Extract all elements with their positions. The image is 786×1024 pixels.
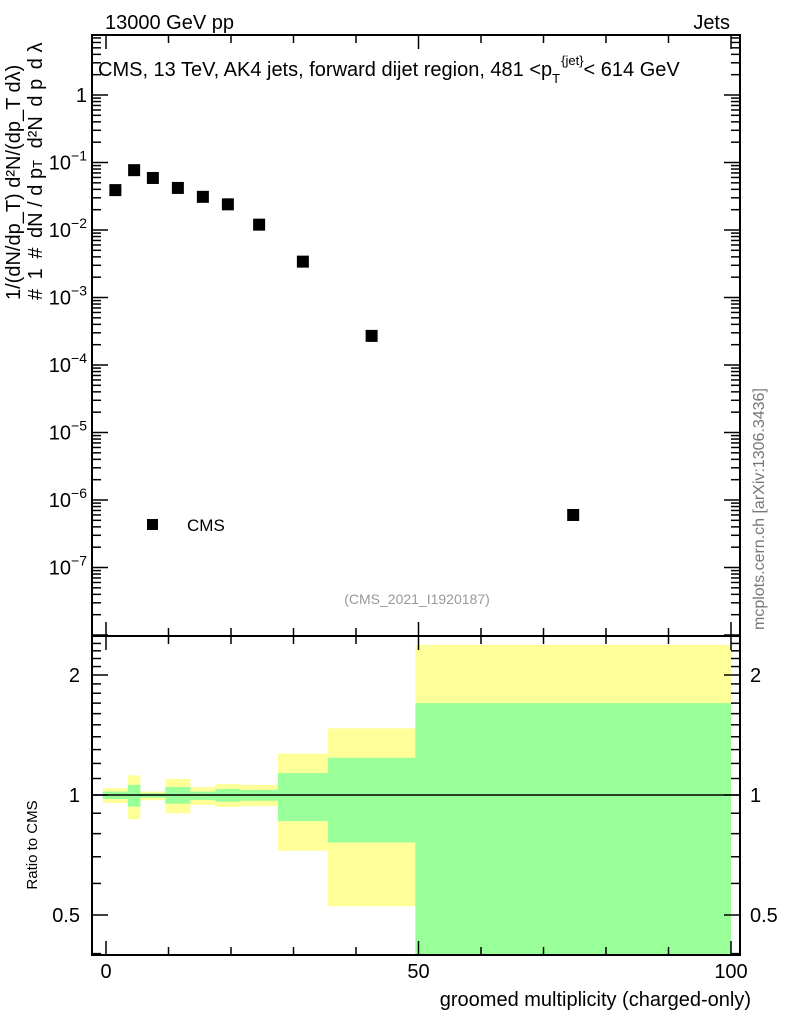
data-point-cms (221, 198, 234, 211)
band-inner-bin (415, 703, 731, 955)
data-point-cms (365, 329, 378, 342)
y-tick-label: 0.5 (52, 905, 80, 927)
analysis-id: (CMS_2021_I1920187) (344, 591, 490, 607)
legend: CMS (147, 516, 225, 535)
main-panel: 1 10−1 10−2 10−3 10−4 10−5 10−6 10−7 (49, 34, 741, 637)
x-tick-label: 50 (407, 961, 429, 983)
title-tail: < 614 GeV (584, 59, 681, 81)
ratio-panel: 2 2 1 1 0.5 0.5 0 50 100 (52, 635, 778, 983)
title-main: CMS, 13 TeV, AK4 jets, forward dijet reg… (98, 59, 552, 81)
y-tick-label: 10−1 (49, 148, 87, 175)
data-point-cms (196, 190, 209, 203)
title-sup: {jet} (561, 53, 584, 68)
y-tick-label: 10−3 (49, 283, 87, 310)
y-tick-label: 1 (69, 785, 80, 807)
legend-label-cms: CMS (187, 516, 225, 535)
y-tick-label: 1 (76, 85, 87, 107)
main-y-axis-label: 1/(dN/dp_T) d²N/(dp_T dλ) # 1 # dN / d p… (3, 43, 47, 300)
plot-title: CMS, 13 TeV, AK4 jets, forward dijet reg… (98, 53, 680, 86)
y-tick-label-right: 1 (750, 785, 761, 807)
band-inner-bin (127, 784, 141, 807)
y-tick-label: 10−6 (49, 485, 87, 512)
data-point-cms (128, 164, 141, 177)
data-point-cms (146, 171, 159, 184)
side-watermark: mcplots.cern.ch [arXiv:1306.3436] (751, 388, 768, 630)
main-frame (91, 34, 741, 637)
data-point-cms (296, 255, 309, 268)
data-point-cms (253, 218, 266, 231)
y-tick-label: 2 (69, 665, 80, 687)
y-axis-label-parts: # 1 # dN / d pT d²N d p d λ (25, 43, 47, 300)
y-tick-label-right: 2 (750, 665, 761, 687)
title-sub: T (552, 71, 560, 86)
x-tick-label: 100 (714, 961, 747, 983)
band-inner-bin (277, 773, 328, 822)
y-axis-label-full: 1/(dN/dp_T) d²N/(dp_T dλ) (3, 65, 25, 300)
header-left: 13000 GeV pp (105, 12, 234, 34)
x-axis-label: groomed multiplicity (charged-only) (440, 989, 751, 1011)
data-point-cms (171, 181, 184, 194)
y-tick-label-right: 0.5 (750, 905, 778, 927)
legend-marker-cms (147, 519, 158, 530)
header-right: Jets (693, 12, 730, 34)
data-point-cms (109, 184, 122, 197)
y-tick-label: 10−7 (49, 553, 87, 580)
x-tick-label: 0 (100, 961, 111, 983)
y-tick-label: 10−2 (49, 215, 87, 242)
y-tick-label: 10−5 (49, 418, 87, 445)
ratio-y-axis-label: Ratio to CMS (24, 800, 41, 889)
y-tick-label: 10−4 (49, 350, 87, 377)
data-point-cms (567, 508, 580, 521)
band-inner-bin (327, 757, 416, 843)
